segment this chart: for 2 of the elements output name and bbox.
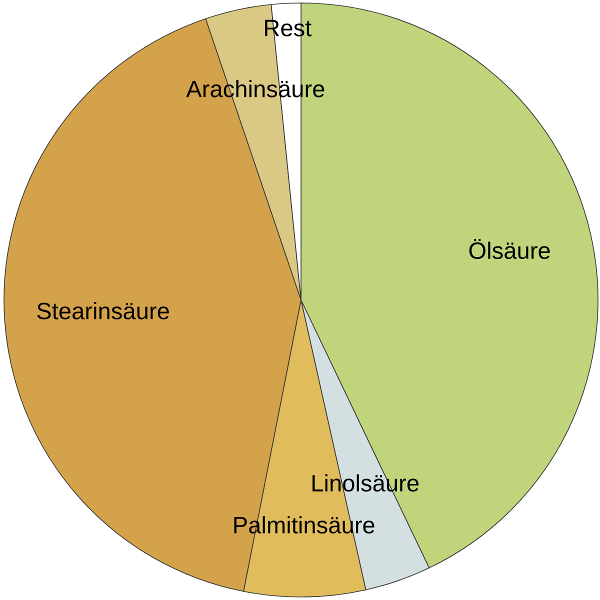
slice-label: Stearinsäure: [37, 302, 169, 320]
slice-label: Ölsäure: [469, 239, 550, 260]
